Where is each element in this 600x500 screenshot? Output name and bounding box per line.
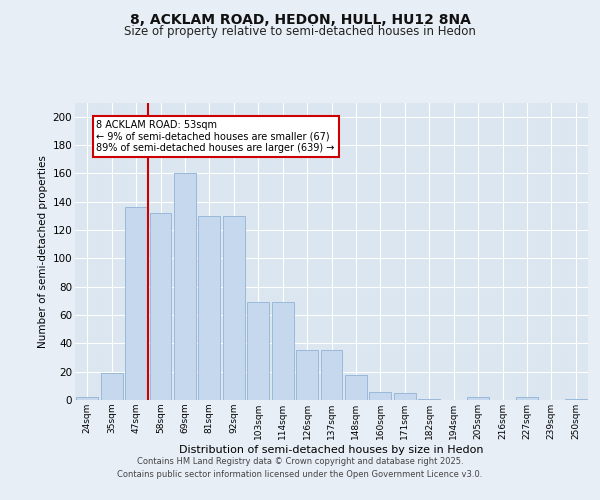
Bar: [101, 373, 122, 400]
Bar: [149, 213, 172, 400]
Bar: [370, 392, 391, 400]
Text: Contains public sector information licensed under the Open Government Licence v3: Contains public sector information licen…: [118, 470, 482, 479]
Bar: [272, 302, 293, 400]
Bar: [320, 350, 343, 400]
Bar: [199, 216, 220, 400]
X-axis label: Distribution of semi-detached houses by size in Hedon: Distribution of semi-detached houses by …: [179, 444, 484, 454]
Bar: [174, 174, 196, 400]
Bar: [223, 216, 245, 400]
Text: 8, ACKLAM ROAD, HEDON, HULL, HU12 8NA: 8, ACKLAM ROAD, HEDON, HULL, HU12 8NA: [130, 12, 470, 26]
Bar: [467, 397, 489, 400]
Y-axis label: Number of semi-detached properties: Number of semi-detached properties: [38, 155, 49, 348]
Bar: [516, 397, 538, 400]
Bar: [345, 374, 367, 400]
Bar: [247, 302, 269, 400]
Bar: [394, 393, 416, 400]
Text: Size of property relative to semi-detached houses in Hedon: Size of property relative to semi-detach…: [124, 25, 476, 38]
Text: Contains HM Land Registry data © Crown copyright and database right 2025.: Contains HM Land Registry data © Crown c…: [137, 458, 463, 466]
Bar: [296, 350, 318, 400]
Bar: [76, 397, 98, 400]
Bar: [125, 208, 147, 400]
Bar: [418, 398, 440, 400]
Bar: [565, 398, 587, 400]
Text: 8 ACKLAM ROAD: 53sqm
← 9% of semi-detached houses are smaller (67)
89% of semi-d: 8 ACKLAM ROAD: 53sqm ← 9% of semi-detach…: [97, 120, 335, 152]
